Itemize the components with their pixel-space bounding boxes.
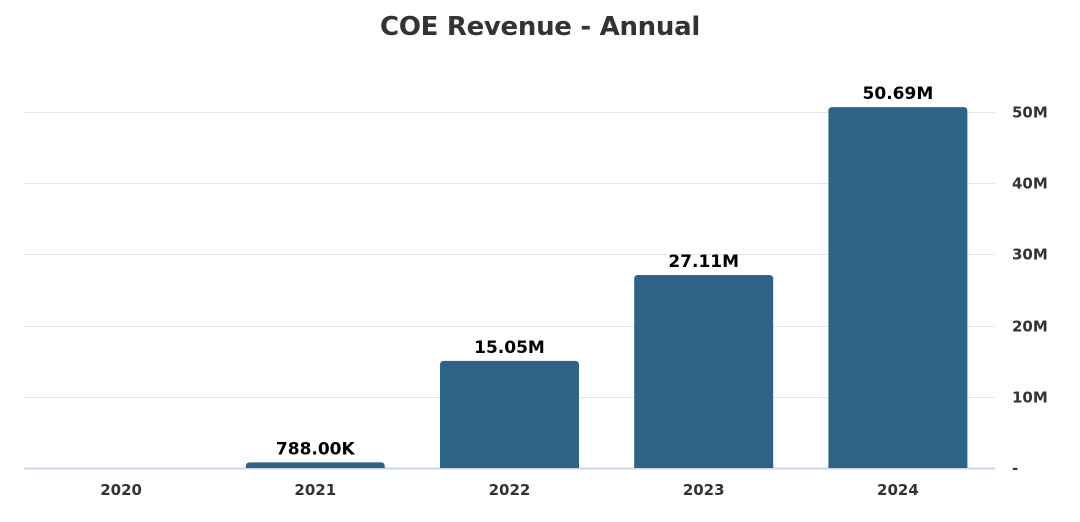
x-axis: 2020 2021 2022 2023 2024 xyxy=(100,481,919,499)
bar-2021[interactable] xyxy=(245,462,385,468)
data-label: 50.69M xyxy=(863,84,934,104)
y-tick-label: 40M xyxy=(1012,175,1048,193)
y-tick-label: 50M xyxy=(1012,104,1048,122)
y-tick-label: 10M xyxy=(1012,389,1048,407)
x-tick-label: 2022 xyxy=(489,481,531,499)
data-label: 15.05M xyxy=(474,338,545,358)
x-tick-label: 2020 xyxy=(100,481,142,499)
bar-2023[interactable] xyxy=(634,274,774,468)
x-tick-label: 2023 xyxy=(683,481,725,499)
bar-2022[interactable] xyxy=(440,360,579,468)
y-tick-label: 30M xyxy=(1012,246,1048,264)
x-tick-label: 2021 xyxy=(294,481,336,499)
data-label: 27.11M xyxy=(668,252,739,272)
y-axis: - 10M 20M 30M 40M 50M xyxy=(1012,104,1048,478)
chart-title: COE Revenue - Annual xyxy=(380,12,700,42)
data-labels: 788.00K 15.05M 27.11M 50.69M xyxy=(276,84,933,459)
y-tick-label: - xyxy=(1012,460,1018,478)
x-tick-label: 2024 xyxy=(877,481,919,499)
data-label: 788.00K xyxy=(276,439,356,459)
y-tick-label: 20M xyxy=(1012,318,1048,336)
bar-2024[interactable] xyxy=(828,107,968,469)
bars xyxy=(245,107,968,469)
